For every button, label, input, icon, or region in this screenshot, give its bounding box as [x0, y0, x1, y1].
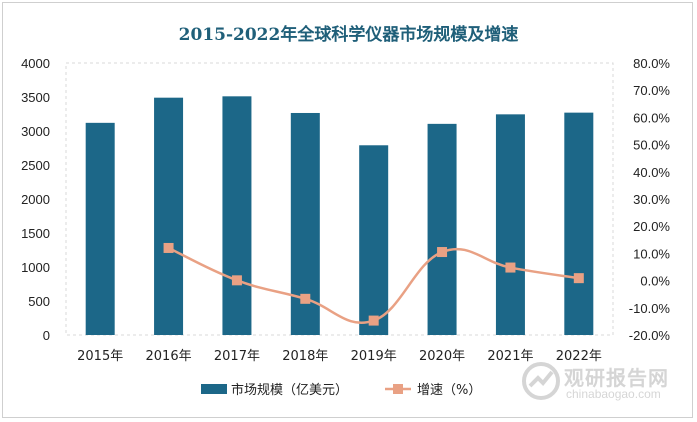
legend-bar-swatch — [201, 384, 227, 394]
x-tick-label: 2017年 — [214, 349, 260, 364]
y-left-tick-label: 2000 — [21, 192, 50, 207]
x-tick-label: 2015年 — [77, 349, 123, 364]
x-tick-label: 2022年 — [556, 349, 602, 364]
bar-2016年 — [154, 97, 184, 336]
x-tick-label: 2016年 — [146, 349, 192, 364]
y-left-tick-label: 1000 — [21, 260, 50, 275]
y-right-tick-label: 0.0% — [640, 274, 670, 289]
y-right-tick-label: 80.0% — [633, 56, 670, 71]
y-left-tick-label: 3500 — [21, 90, 50, 105]
bar-2022年 — [564, 112, 594, 335]
bar-2017年 — [222, 96, 252, 335]
growth-marker — [231, 275, 242, 286]
legend-line-marker — [393, 384, 403, 394]
y-right-tick-label: 60.0% — [633, 110, 670, 125]
bar-2020年 — [427, 123, 457, 335]
chart-title: 2015-2022年全球科学仪器市场规模及增速 — [178, 25, 519, 45]
watermark: 观研报告网 chinabaogao.com — [520, 360, 680, 410]
y-right-tick-label: 20.0% — [633, 219, 670, 234]
y-left-tick-label: 3000 — [21, 124, 50, 139]
growth-marker — [368, 315, 379, 326]
y-right-tick-label: -20.0% — [629, 328, 671, 343]
bar-2019年 — [359, 145, 389, 335]
y-right-tick-label: 40.0% — [633, 165, 670, 180]
growth-marker — [505, 262, 516, 273]
growth-marker — [437, 247, 448, 258]
growth-marker — [573, 273, 584, 284]
y-left-tick-label: 1500 — [21, 226, 50, 241]
legend-line-label: 增速（%） — [417, 383, 481, 398]
y-left-tick-label: 500 — [28, 294, 50, 309]
y-left-tick-label: 0 — [43, 328, 50, 343]
y-left-tick-label: 2500 — [21, 158, 50, 173]
legend-bar-label: 市场规模（亿美元） — [231, 382, 348, 398]
y-right-tick-label: 50.0% — [633, 138, 670, 153]
y-left-tick-label: 4000 — [21, 56, 50, 71]
y-right-tick-label: 10.0% — [633, 246, 670, 261]
bar-2015年 — [85, 122, 115, 335]
watermark-logo-icon — [522, 362, 560, 400]
y-right-tick-label: -10.0% — [629, 301, 671, 316]
bar-2021年 — [495, 114, 525, 335]
y-right-tick-label: 30.0% — [633, 192, 670, 207]
x-tick-label: 2019年 — [351, 349, 397, 364]
x-tick-label: 2020年 — [419, 349, 465, 364]
plot-area — [65, 62, 614, 336]
watermark-text: 观研报告网 — [564, 366, 669, 390]
x-tick-label: 2021年 — [487, 349, 533, 364]
watermark-url: chinabaogao.com — [566, 387, 661, 401]
growth-marker — [300, 293, 311, 304]
y-right-tick-label: 70.0% — [633, 83, 670, 98]
growth-marker — [163, 242, 174, 253]
x-tick-label: 2018年 — [282, 349, 328, 364]
